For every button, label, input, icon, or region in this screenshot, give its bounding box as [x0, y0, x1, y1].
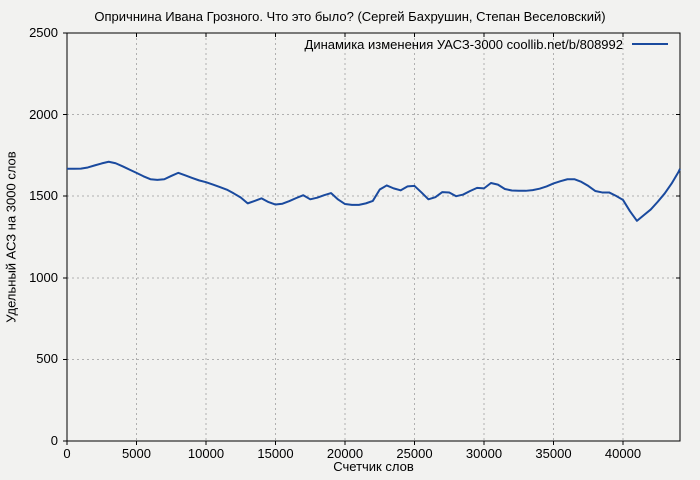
x-tick-label: 25000: [396, 446, 433, 461]
y-tick-label: 1000: [29, 269, 58, 285]
y-tick-label: 1500: [29, 188, 58, 204]
plot-border: [66, 32, 681, 442]
legend-line-sample: [632, 43, 668, 45]
x-tick-label: 35000: [535, 446, 572, 461]
y-tick-label: 2000: [29, 106, 58, 122]
x-axis-title: Счетчик слов: [333, 459, 414, 474]
x-tick-label: 20000: [326, 446, 364, 461]
x-tick-label: 5000: [122, 446, 151, 461]
x-tick-label: 15000: [257, 446, 294, 461]
x-tick-label: 10000: [187, 446, 225, 461]
legend-label: Динамика изменения УАСЗ-3000 coollib.net…: [304, 36, 623, 52]
y-tick-label: 2500: [29, 25, 58, 40]
series-line: [67, 160, 681, 222]
chart-title: Опричнина Ивана Грозного. Что это было? …: [94, 9, 606, 24]
y-tick-label: 0: [50, 433, 58, 448]
y-tick-label: 500: [36, 351, 58, 367]
x-tick-label: 40000: [604, 446, 642, 461]
x-tick-label: 30000: [465, 446, 503, 461]
x-tick-label: 0: [63, 446, 71, 461]
legend: Динамика изменения УАСЗ-3000 coollib.net…: [305, 36, 668, 52]
